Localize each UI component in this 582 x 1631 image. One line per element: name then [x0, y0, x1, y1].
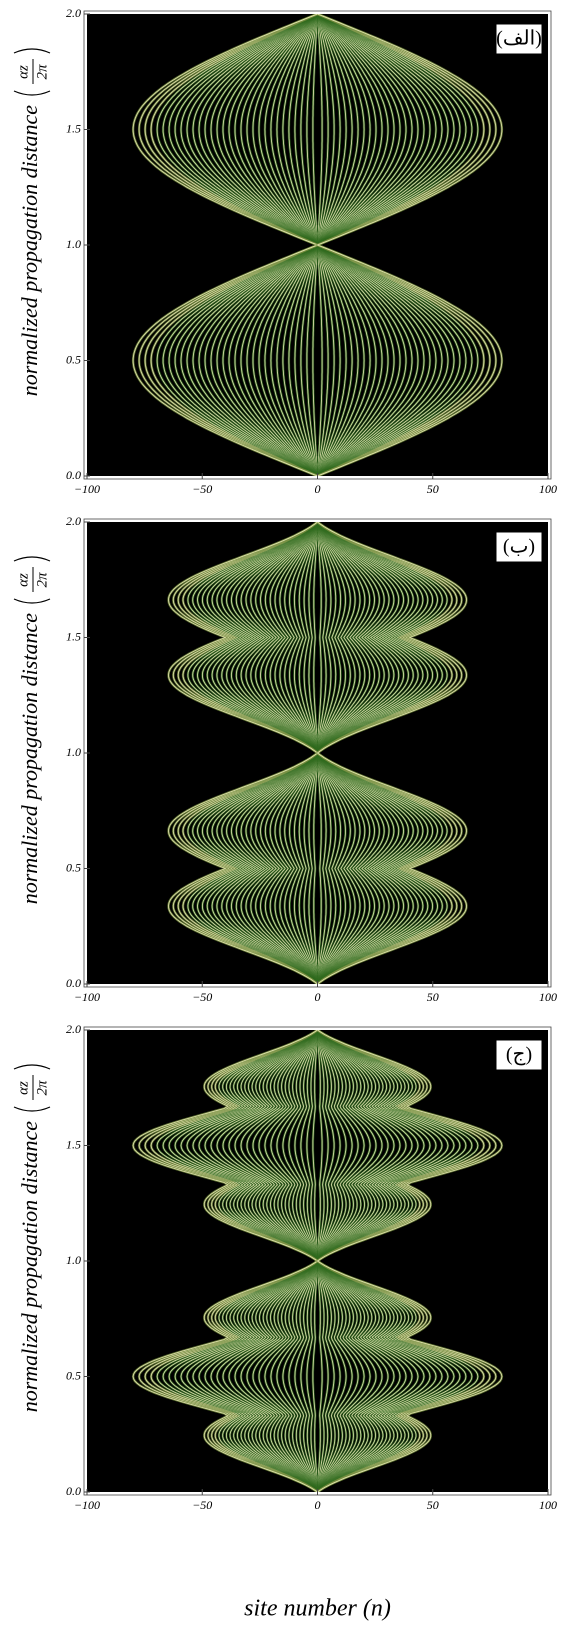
- y-axis-label: normalized propagation distance αz 2π: [13, 1064, 51, 1413]
- y-tick-label: 0.0: [66, 976, 81, 990]
- paren-close: [13, 48, 51, 54]
- paren-open: [13, 90, 51, 96]
- y-label-denominator: 2π: [34, 1080, 50, 1096]
- x-tick-label: 0: [315, 1498, 321, 1512]
- x-tick-label: −100: [74, 482, 100, 496]
- y-tick-label: 0.0: [66, 1484, 81, 1498]
- y-label-denominator: 2π: [34, 572, 50, 588]
- x-tick-label: 50: [427, 1498, 439, 1512]
- y-tick-label: 0.5: [66, 1368, 81, 1382]
- y-label-numerator: αz: [15, 65, 31, 79]
- y-tick-label: 1.5: [66, 629, 81, 643]
- y-tick-label: 1.5: [66, 121, 81, 135]
- y-label-text: normalized propagation distance: [17, 105, 42, 397]
- x-tick-label: 0: [315, 990, 321, 1004]
- y-tick-label: 0.5: [66, 860, 81, 874]
- y-tick-label: 2.0: [66, 6, 81, 20]
- x-tick-label: −50: [192, 990, 212, 1004]
- paren-open: [13, 598, 51, 604]
- panel-label-box: [495, 23, 543, 55]
- pattern: [131, 14, 504, 476]
- panel-label-box: [495, 1039, 543, 1071]
- x-tick-label: 50: [427, 990, 439, 1004]
- y-tick-label: 2.0: [66, 514, 81, 528]
- pattern-stripe: [316, 522, 467, 984]
- pattern: [167, 522, 468, 984]
- paren-close: [13, 1064, 51, 1070]
- x-tick-label: 100: [539, 990, 557, 1004]
- y-tick-label: 1.0: [66, 1253, 81, 1267]
- x-tick-label: −100: [74, 990, 100, 1004]
- pattern: [131, 1030, 504, 1492]
- y-tick-label: 1.5: [66, 1137, 81, 1151]
- y-tick-label: 1.0: [66, 745, 81, 759]
- x-tick-label: 50: [427, 482, 439, 496]
- x-tick-label: −50: [192, 482, 212, 496]
- pattern-stripe: [316, 1030, 503, 1492]
- y-tick-label: 0.0: [66, 468, 81, 482]
- x-tick-label: 0: [315, 482, 321, 496]
- x-axis-label: site number (n): [244, 1596, 391, 1622]
- paren-close: [13, 556, 51, 562]
- y-label-numerator: αz: [15, 1081, 31, 1095]
- panel: −100 −50 0 50 100 0.0 0.5 1.0 1.5 2.0 (الف) normali…: [13, 6, 557, 496]
- x-tick-label: 100: [539, 482, 557, 496]
- panel: −100 −50 0 50 100 0.0 0.5 1.0 1.5 2.0 (ب) normalize…: [13, 514, 557, 1004]
- y-axis-label: normalized propagation distance αz 2π: [13, 48, 51, 397]
- y-axis-label: normalized propagation distance αz 2π: [13, 556, 51, 905]
- y-tick-label: 0.5: [66, 352, 81, 366]
- x-tick-label: 100: [539, 1498, 557, 1512]
- y-label-text: normalized propagation distance: [17, 613, 42, 905]
- y-label-denominator: 2π: [34, 64, 50, 80]
- y-tick-label: 1.0: [66, 237, 81, 251]
- panel-label: (ب): [503, 536, 535, 558]
- y-tick-label: 2.0: [66, 1022, 81, 1036]
- y-label-numerator: αz: [15, 573, 31, 587]
- y-label-text: normalized propagation distance: [17, 1121, 42, 1413]
- panel-label: (ج): [506, 1044, 532, 1066]
- x-tick-label: −50: [192, 1498, 212, 1512]
- panel-label-box: [495, 531, 543, 563]
- pattern-stripe: [316, 14, 503, 476]
- x-tick-label: −100: [74, 1498, 100, 1512]
- panel-label: (الف): [496, 28, 542, 50]
- paren-open: [13, 1106, 51, 1112]
- panel: −100 −50 0 50 100 0.0 0.5 1.0 1.5 2.0 (ج) normalize…: [13, 1022, 557, 1622]
